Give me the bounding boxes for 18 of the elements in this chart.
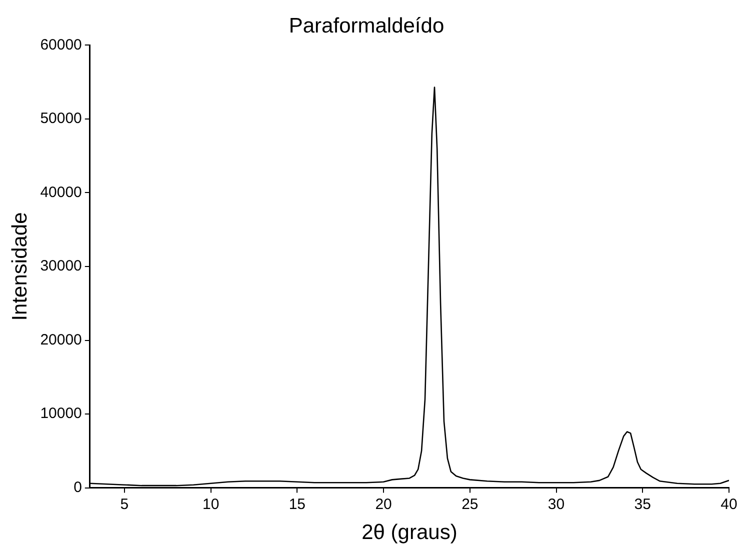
x-tick-label: 25 bbox=[462, 496, 478, 513]
y-tick-label: 40000 bbox=[40, 184, 82, 201]
x-tick-label: 15 bbox=[288, 496, 306, 513]
y-tick-label: 20000 bbox=[40, 331, 82, 348]
x-tick-label: 40 bbox=[720, 496, 738, 513]
x-tick-label: 35 bbox=[634, 496, 651, 513]
x-tick-label: 5 bbox=[120, 496, 129, 513]
x-tick-label: 30 bbox=[548, 496, 565, 513]
y-axis-title: Intensidade bbox=[8, 212, 32, 321]
y-tick-label: 0 bbox=[74, 478, 82, 496]
x-tick-label: 10 bbox=[202, 496, 220, 513]
y-tick-label: 30000 bbox=[40, 258, 82, 275]
x-tick-label: 20 bbox=[375, 496, 392, 513]
y-tick-label: 60000 bbox=[40, 36, 82, 54]
y-tick-label: 50000 bbox=[40, 110, 82, 128]
y-tick-label: 10000 bbox=[40, 405, 82, 422]
x-axis-title: 2θ (graus) bbox=[362, 521, 458, 544]
chart-title: Paraformaldeído bbox=[288, 14, 444, 38]
